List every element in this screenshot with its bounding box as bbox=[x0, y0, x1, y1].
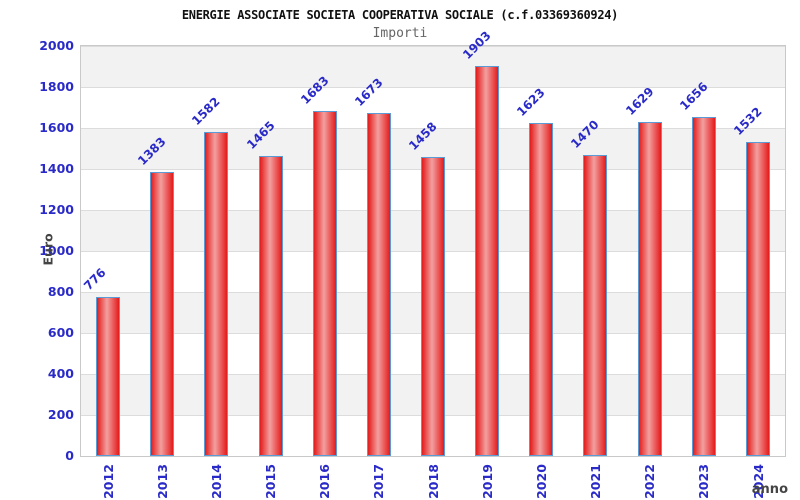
bar-value-label: 1629 bbox=[622, 84, 657, 118]
bar-2023: 1656 bbox=[677, 79, 716, 456]
bar-slot: 1458 bbox=[406, 46, 460, 456]
x-tick-cell: 2014 bbox=[189, 459, 243, 500]
bar-value-label: 776 bbox=[81, 265, 109, 293]
bar-value-label: 1470 bbox=[568, 117, 603, 151]
bar-slot: 1629 bbox=[623, 46, 677, 456]
bar-2015: 1465 bbox=[244, 118, 283, 456]
bar-2021: 1470 bbox=[569, 117, 608, 456]
bars-row: 776 1383 1582 1465 1683 1673 1458 1903 1623 1470 1… bbox=[81, 28, 785, 456]
x-tick-label: 2012 bbox=[100, 463, 116, 499]
bar-slot: 1673 bbox=[352, 46, 406, 456]
bar-value-label: 1532 bbox=[731, 104, 765, 138]
x-tick-cell: 2022 bbox=[623, 459, 677, 500]
bar-2022: 1629 bbox=[623, 84, 662, 456]
bar-2024: 1532 bbox=[731, 104, 770, 456]
x-tick-cell: 2020 bbox=[514, 459, 568, 500]
y-tick-label: 400 bbox=[47, 366, 74, 381]
bar-2019: 1903 bbox=[460, 28, 500, 456]
bar-slot: 1465 bbox=[243, 46, 297, 456]
x-tick-label: 2014 bbox=[208, 463, 224, 499]
x-axis-title: anno bbox=[751, 482, 788, 497]
y-tick-label: 1800 bbox=[39, 79, 74, 94]
bar-2013: 1383 bbox=[135, 134, 175, 456]
y-tick-label: 800 bbox=[47, 284, 74, 299]
x-tick-label: 2020 bbox=[533, 463, 549, 499]
bar-value-label: 1656 bbox=[676, 79, 711, 113]
chart-subtitle: Importi bbox=[372, 26, 428, 41]
bar-value-label: 1582 bbox=[189, 94, 224, 128]
bar-slot: 1623 bbox=[514, 46, 568, 456]
bar-value-label: 1673 bbox=[351, 75, 386, 109]
x-tick-cell: 2019 bbox=[460, 459, 514, 500]
bar-2020: 1623 bbox=[514, 85, 554, 456]
x-tick-label: 2013 bbox=[154, 463, 170, 499]
x-tick-label: 2019 bbox=[479, 463, 495, 499]
bar-2018: 1458 bbox=[406, 119, 446, 456]
x-tick-label: 2018 bbox=[425, 463, 441, 499]
bar-slot: 1683 bbox=[298, 46, 352, 456]
x-tick-label: 2015 bbox=[263, 463, 279, 499]
y-tick-label: 1400 bbox=[39, 161, 74, 176]
x-tick-cell: 2018 bbox=[406, 459, 460, 500]
y-tick-label: 1600 bbox=[39, 120, 74, 135]
bar-2017: 1673 bbox=[352, 75, 391, 456]
x-tick-label: 2023 bbox=[696, 463, 712, 499]
x-tick-cell: 2015 bbox=[243, 459, 297, 500]
bar-value-label: 1383 bbox=[135, 134, 169, 168]
x-tick-cell: 2023 bbox=[677, 459, 731, 500]
bar-value-label: 1458 bbox=[406, 119, 440, 153]
bar-slot: 1903 bbox=[460, 28, 514, 456]
bar-slot: 776 bbox=[81, 46, 135, 456]
x-tick-cell: 2017 bbox=[352, 459, 406, 500]
bar-2016: 1683 bbox=[298, 73, 337, 456]
x-tick-label: 2017 bbox=[371, 463, 387, 499]
x-tick-label: 2021 bbox=[587, 463, 603, 499]
bar-slot: 1656 bbox=[677, 46, 731, 456]
x-tick-cell: 2021 bbox=[568, 459, 622, 500]
y-tick-label: 0 bbox=[65, 448, 74, 463]
y-axis-title: Euro bbox=[40, 233, 56, 266]
x-tick-cell: 2012 bbox=[81, 459, 135, 500]
bar-slot: 1470 bbox=[568, 46, 622, 456]
plot-area: 776 1383 1582 1465 1683 1673 1458 1903 1623 1470 1… bbox=[80, 28, 786, 457]
y-tick-label: 1000 bbox=[39, 243, 74, 258]
chart-title: ENERGIE ASSOCIATE SOCIETA COOPERATIVA SO… bbox=[181, 8, 619, 22]
bar-value-label: 1683 bbox=[297, 73, 332, 107]
y-tick-label: 600 bbox=[47, 325, 74, 340]
y-tick-label: 1200 bbox=[39, 202, 74, 217]
bar-slot: 1582 bbox=[189, 46, 243, 456]
x-tick-label: 2022 bbox=[642, 463, 658, 499]
x-tick-labels: 2012 2013 2014 2015 2016 2017 2018 2019 2020 2021… bbox=[81, 459, 785, 500]
bar-2012: 776 bbox=[81, 265, 121, 456]
y-tick-label: 200 bbox=[47, 407, 74, 422]
bar-2014: 1582 bbox=[189, 94, 229, 456]
x-tick-cell: 2016 bbox=[298, 459, 352, 500]
y-tick-label: 2000 bbox=[39, 38, 74, 53]
bar-slot: 1532 bbox=[731, 46, 785, 456]
x-tick-cell: 2013 bbox=[135, 459, 189, 500]
bar-value-label: 1623 bbox=[514, 85, 548, 119]
x-tick-label: 2016 bbox=[317, 463, 333, 499]
bar-value-label: 1465 bbox=[243, 118, 278, 152]
bar-slot: 1383 bbox=[135, 46, 189, 456]
